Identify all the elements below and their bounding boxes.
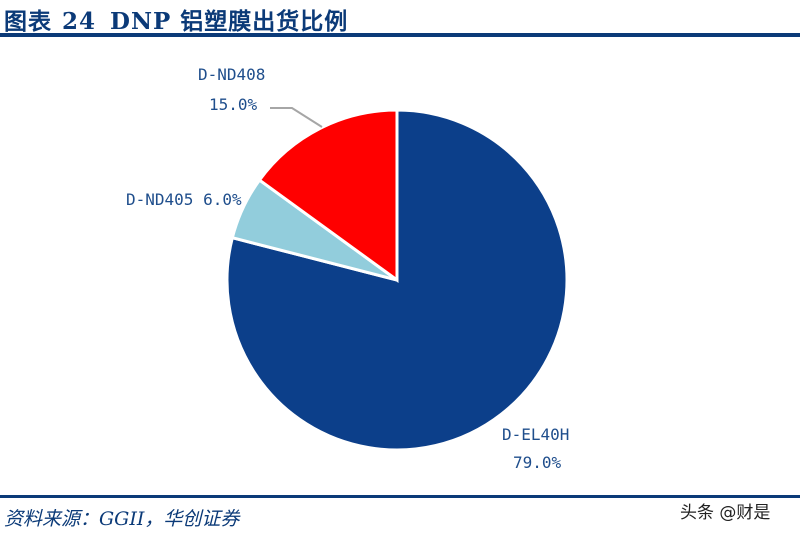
source-note: 资料来源：GGII，华创证券 (4, 508, 240, 530)
leader-line (270, 107, 323, 128)
label-d-el40h-pct: 79.0% (513, 453, 562, 472)
label-d-nd405: D-ND405 6.0% (126, 190, 242, 209)
label-d-nd408-name: D-ND408 (198, 65, 265, 84)
pie-slice-d-nd408 (257, 108, 399, 283)
top-divider (0, 33, 800, 37)
figure-number: 24 (62, 8, 97, 35)
pie-slice-d-el40h (225, 108, 569, 452)
label-d-nd408-pct: 15.0% (209, 95, 258, 114)
label-d-el40h-name: D-EL40H (502, 425, 569, 444)
watermark: 头条 @财是 (680, 503, 771, 523)
bottom-divider (0, 495, 800, 498)
figure-title-text: DNP 铝塑膜出货比例 (110, 8, 349, 35)
pie-slices (225, 108, 569, 452)
pie-chart: D-ND408 15.0% D-ND405 6.0% D-EL40H 79.0% (126, 65, 569, 472)
figure-title: 图表 24 DNP 铝塑膜出货比例 (4, 2, 348, 36)
figure-label: 图表 (4, 8, 52, 35)
